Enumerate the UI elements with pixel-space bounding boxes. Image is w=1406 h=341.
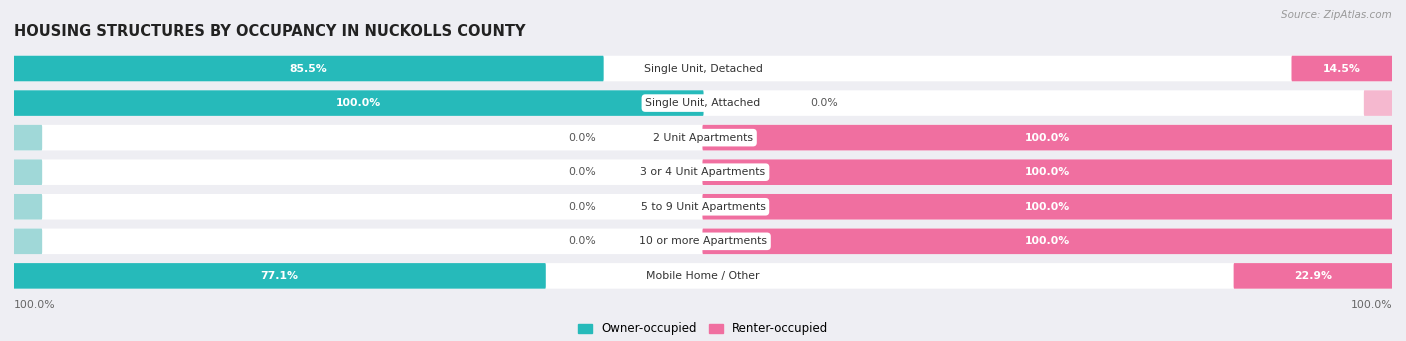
Text: 0.0%: 0.0% [568,133,596,143]
Text: 100.0%: 100.0% [14,300,56,310]
Text: 100.0%: 100.0% [336,98,381,108]
Text: 77.1%: 77.1% [260,271,298,281]
FancyBboxPatch shape [14,90,1392,116]
Text: 0.0%: 0.0% [810,98,838,108]
Text: 2 Unit Apartments: 2 Unit Apartments [652,133,754,143]
FancyBboxPatch shape [1364,90,1392,116]
Text: 0.0%: 0.0% [568,167,596,177]
FancyBboxPatch shape [703,228,1392,254]
FancyBboxPatch shape [14,194,42,220]
FancyBboxPatch shape [14,228,42,254]
Text: 100.0%: 100.0% [1025,236,1070,246]
FancyBboxPatch shape [14,160,1392,185]
Text: 3 or 4 Unit Apartments: 3 or 4 Unit Apartments [641,167,765,177]
FancyBboxPatch shape [14,125,42,150]
Text: 100.0%: 100.0% [1025,133,1070,143]
FancyBboxPatch shape [14,90,703,116]
Text: 100.0%: 100.0% [1025,202,1070,212]
Legend: Owner-occupied, Renter-occupied: Owner-occupied, Renter-occupied [572,318,834,340]
FancyBboxPatch shape [14,56,603,81]
Text: Single Unit, Attached: Single Unit, Attached [645,98,761,108]
FancyBboxPatch shape [14,194,1392,220]
FancyBboxPatch shape [703,160,1392,185]
FancyBboxPatch shape [14,125,1392,150]
Text: 14.5%: 14.5% [1323,63,1361,74]
Text: Single Unit, Detached: Single Unit, Detached [644,63,762,74]
FancyBboxPatch shape [14,263,1392,289]
FancyBboxPatch shape [14,228,1392,254]
Text: 0.0%: 0.0% [568,202,596,212]
FancyBboxPatch shape [703,125,1392,150]
Text: HOUSING STRUCTURES BY OCCUPANCY IN NUCKOLLS COUNTY: HOUSING STRUCTURES BY OCCUPANCY IN NUCKO… [14,24,526,39]
FancyBboxPatch shape [14,263,546,289]
FancyBboxPatch shape [14,160,42,185]
Text: 22.9%: 22.9% [1294,271,1331,281]
Text: 100.0%: 100.0% [1025,167,1070,177]
Text: 5 to 9 Unit Apartments: 5 to 9 Unit Apartments [641,202,765,212]
FancyBboxPatch shape [1292,56,1392,81]
Text: 10 or more Apartments: 10 or more Apartments [638,236,768,246]
Text: 100.0%: 100.0% [1350,300,1392,310]
FancyBboxPatch shape [14,56,1392,81]
Text: 0.0%: 0.0% [568,236,596,246]
FancyBboxPatch shape [703,194,1392,220]
Text: Source: ZipAtlas.com: Source: ZipAtlas.com [1281,10,1392,20]
Text: 85.5%: 85.5% [290,63,328,74]
Text: Mobile Home / Other: Mobile Home / Other [647,271,759,281]
FancyBboxPatch shape [1233,263,1392,289]
